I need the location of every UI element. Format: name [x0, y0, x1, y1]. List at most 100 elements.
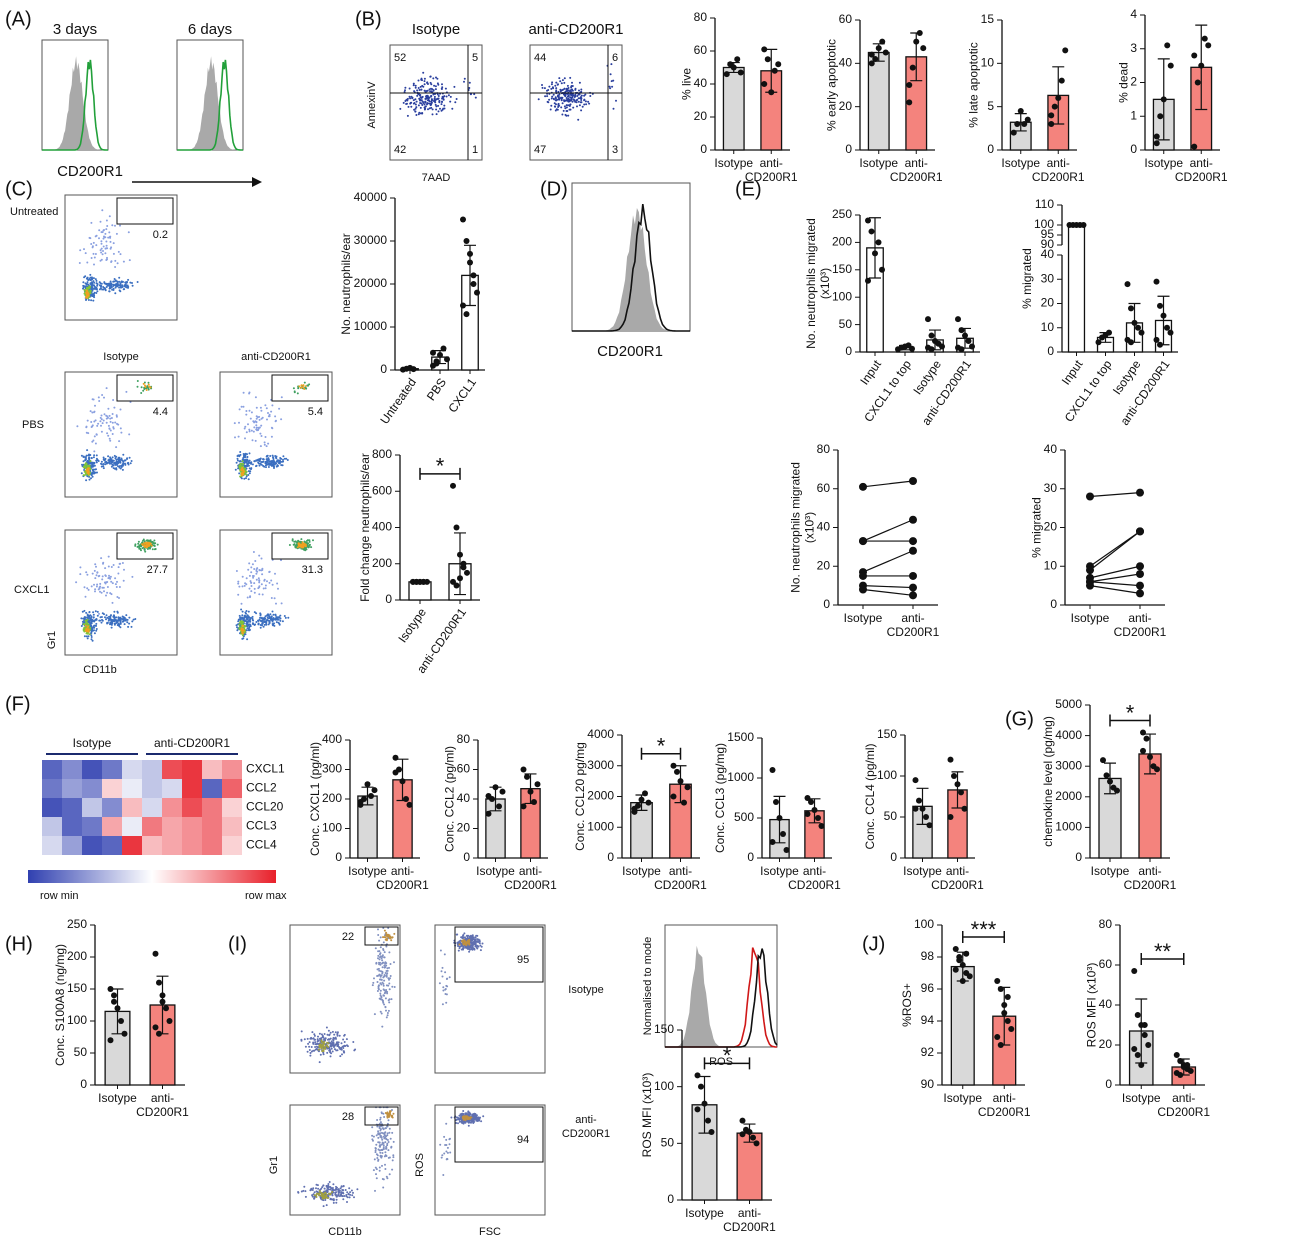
data-point: [399, 778, 406, 785]
event-dot: [570, 90, 572, 93]
event-dot: [241, 458, 244, 461]
event-dot: [615, 99, 617, 102]
event-dot: [393, 986, 396, 988]
plot-frame: [219, 371, 333, 498]
event-dot: [131, 284, 134, 287]
x-axis-label: CD200R1: [597, 343, 663, 360]
event-dot: [479, 1116, 481, 1119]
event-dot: [89, 276, 92, 279]
event-dot: [107, 617, 110, 620]
event-dot: [283, 615, 286, 617]
event-dot: [449, 1151, 452, 1154]
event-dot: [466, 1113, 469, 1116]
event-dot: [250, 585, 253, 587]
event-dot: [102, 250, 104, 252]
cell-events: [438, 932, 484, 1006]
event-dot: [550, 83, 553, 86]
event-dot: [95, 565, 97, 568]
event-dot: [240, 616, 242, 619]
event-dot: [134, 544, 137, 547]
event-dot: [127, 286, 129, 289]
event-dot: [437, 95, 440, 97]
event-dot: [381, 1138, 384, 1141]
event-dot: [328, 1033, 331, 1036]
event-dot: [240, 627, 243, 630]
event-dot: [278, 407, 281, 410]
event-dot: [376, 975, 379, 977]
event-dot: [384, 1006, 387, 1009]
event-dot: [578, 81, 581, 84]
event-dot: [88, 278, 91, 280]
event-dot: [245, 610, 248, 612]
event-dot: [267, 466, 270, 468]
event-dot: [95, 244, 98, 247]
event-dot: [144, 541, 147, 544]
event-dot: [105, 244, 108, 247]
event-dot: [284, 616, 287, 619]
event-dot: [80, 625, 83, 627]
event-dot: [435, 76, 437, 79]
event-dot: [550, 104, 553, 107]
histogram-fill: [177, 56, 243, 150]
event-dot: [239, 451, 242, 453]
event-dot: [255, 459, 258, 462]
event-dot: [267, 462, 270, 465]
event-dot: [561, 102, 564, 105]
data-point: [437, 351, 443, 358]
event-dot: [122, 280, 124, 283]
event-dot: [329, 1198, 332, 1201]
row-label: Isotype: [568, 984, 603, 996]
event-dot: [382, 994, 385, 997]
event-dot: [244, 460, 247, 463]
event-dot: [430, 106, 433, 109]
event-dot: [385, 931, 388, 934]
data-point: [470, 281, 477, 287]
panel-label: (A): [5, 8, 32, 30]
event-dot: [608, 85, 611, 88]
event-dot: [87, 299, 90, 301]
event-dot: [385, 933, 388, 936]
data-point: [1062, 47, 1069, 54]
heatmap-cell: [162, 760, 182, 779]
event-dot: [587, 100, 590, 103]
event-dot: [291, 538, 294, 541]
data-point: [1135, 324, 1141, 331]
event-dot: [93, 420, 96, 423]
event-dot: [386, 1014, 389, 1017]
event-dot: [563, 77, 566, 80]
event-dot: [562, 109, 565, 112]
event-dot: [259, 616, 262, 619]
event-dot: [390, 998, 393, 1001]
heatmap-cell: [162, 836, 182, 855]
event-dot: [410, 105, 413, 108]
event-dot: [240, 622, 242, 624]
event-dot: [314, 1038, 317, 1041]
event-dot: [94, 442, 97, 445]
event-dot: [548, 98, 551, 101]
event-dot: [482, 1115, 485, 1118]
event-dot: [94, 404, 96, 407]
event-dot: [113, 406, 116, 409]
x-axis-label: FSC: [479, 1226, 501, 1238]
data-point: [453, 582, 460, 589]
event-dot: [419, 94, 422, 96]
data-point: [1160, 312, 1167, 319]
event-dot: [127, 231, 130, 234]
event-dot: [105, 594, 107, 597]
event-dot: [114, 292, 117, 295]
heatmap-cell: [202, 798, 222, 817]
event-dot: [128, 616, 131, 619]
event-dot: [581, 105, 584, 108]
event-dot: [91, 471, 94, 474]
event-dot: [574, 95, 577, 98]
event-dot: [443, 95, 446, 98]
event-dot: [456, 933, 459, 936]
event-dot: [101, 575, 104, 578]
gate-value: 28: [342, 1111, 354, 1123]
y-tick-label: 5: [987, 99, 994, 113]
event-dot: [267, 442, 270, 445]
event-dot: [252, 430, 255, 433]
event-dot: [544, 95, 547, 98]
event-dot: [350, 1189, 353, 1192]
heatmap-row-label: CCL2: [246, 781, 277, 795]
